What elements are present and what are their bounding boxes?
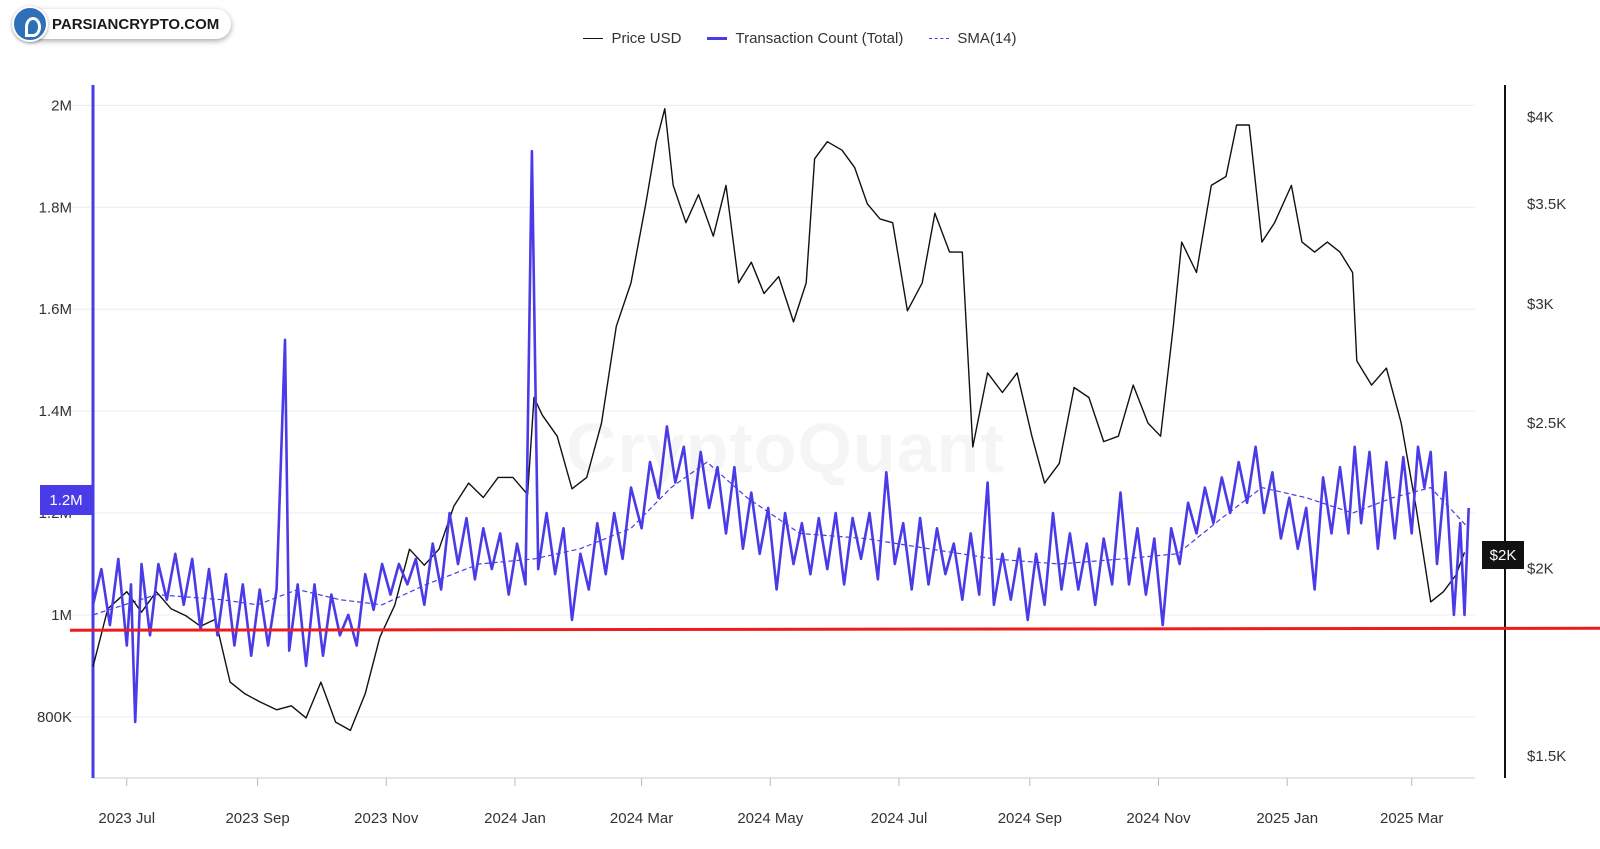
left-axis-tick-label: 1.6M [39, 301, 72, 318]
left-axis-tick-label: 800K [37, 709, 72, 726]
left-axis-tick-label: 1M [51, 607, 72, 624]
legend-item-price[interactable]: Price USD [583, 30, 681, 47]
transaction-count-line [91, 149, 1470, 724]
x-axis-tick-label: 2024 Jul [871, 810, 928, 827]
x-axis-tick-label: 2024 Nov [1126, 810, 1191, 827]
left-axis-tick-label: 2M [51, 97, 72, 114]
legend-label-transaction-count: Transaction Count (Total) [735, 30, 904, 47]
x-axis-tick-label: 2024 Mar [610, 810, 673, 827]
legend-swatch-price [583, 38, 604, 39]
legend-swatch-transaction-count [707, 37, 728, 40]
right-axis-tick-label: $2.5K [1527, 415, 1566, 432]
x-axis-tick-label: 2024 Jan [484, 810, 546, 827]
chart-legend: Price USD Transaction Count (Total) SMA(… [0, 30, 1600, 47]
right-axis-current-value-badge: $2K [1482, 541, 1524, 569]
watermark: CryptoQuant [566, 408, 1005, 488]
left-axis-tick-label: 1.8M [39, 199, 72, 216]
right-axis-tick-label: $3.5K [1527, 196, 1566, 213]
x-axis-tick-label: 2023 Nov [354, 810, 419, 827]
x-axis-tick-label: 2023 Sep [225, 810, 289, 827]
legend-item-sma[interactable]: SMA(14) [929, 30, 1017, 47]
series-sma [92, 461, 1470, 616]
price-line [92, 108, 1466, 732]
right-axis-labels: $1.5K $2K $2.5K $3K $3.5K $4K [1527, 109, 1566, 765]
x-axis-tick-label: 2024 May [737, 810, 803, 827]
right-axis-tick-label: $4K [1527, 109, 1554, 126]
sma-line [92, 461, 1470, 616]
left-axis-current-value-badge: 1.2M [40, 485, 92, 515]
reference-line [69, 626, 1600, 632]
left-axis-tick-label: 1.4M [39, 403, 72, 420]
legend-label-sma: SMA(14) [957, 30, 1017, 47]
legend-item-transaction-count[interactable]: Transaction Count (Total) [707, 30, 903, 47]
x-axis-tick-label: 2025 Jan [1256, 810, 1318, 827]
axes [91, 85, 1506, 786]
brand-logo-icon [12, 6, 48, 42]
brand-logo-text: PARSIANCRYPTO.COM [18, 9, 232, 39]
right-axis-tick-label: $3K [1527, 296, 1554, 313]
x-axis-labels: 2023 Jul 2023 Sep 2023 Nov 2024 Jan 2024 Mar… [98, 810, 1443, 827]
series-transaction-count [91, 149, 1470, 724]
x-axis-tick-label: 2024 Sep [998, 810, 1062, 827]
x-axis-tick-label: 2025 Mar [1380, 810, 1443, 827]
red-support-line [69, 626, 1600, 632]
x-axis-tick-label: 2023 Jul [98, 810, 155, 827]
series-price [92, 108, 1466, 732]
legend-swatch-sma [929, 38, 950, 39]
right-axis-tick-label: $1.5K [1527, 748, 1566, 765]
legend-label-price: Price USD [611, 30, 682, 47]
right-axis-tick-label: $2K [1527, 560, 1554, 577]
brand-logo: PARSIANCRYPTO.COM [12, 6, 232, 42]
